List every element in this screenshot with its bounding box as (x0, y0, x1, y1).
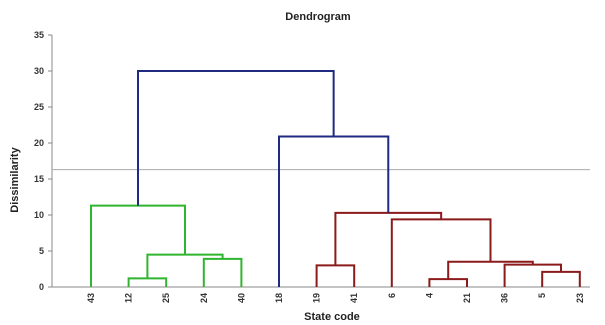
leaf-label: 43 (86, 293, 96, 303)
y-tick-label: 25 (34, 102, 44, 112)
leaf-label: 19 (312, 293, 322, 303)
dendrogram-link (334, 211, 443, 266)
chart-title: Dendrogram (285, 11, 351, 23)
leaf-label: 40 (236, 293, 246, 303)
dendrogram-link (202, 257, 243, 287)
leaf-label: 4 (424, 293, 434, 298)
y-tick-label: 0 (39, 282, 44, 292)
y-tick-label: 35 (34, 30, 44, 40)
leaf-label: 24 (199, 293, 209, 303)
x-axis-title: State code (304, 311, 360, 323)
leaf-labels: 43 12 25 24 40 18 19 41 6 4 21 36 5 23 (86, 293, 585, 303)
dendrogram-link (541, 270, 581, 287)
leaf-label: 36 (500, 293, 510, 303)
y-tick-label: 15 (34, 174, 44, 184)
leaf-label: 6 (387, 293, 397, 298)
dendrogram-link (315, 264, 356, 287)
axes: 0 5 10 15 20 25 30 35 (34, 30, 590, 292)
y-tick-label: 5 (39, 246, 44, 256)
leaf-label: 23 (575, 293, 585, 303)
dendrogram-links (90, 70, 581, 287)
dendrogram-link (503, 263, 562, 287)
dendrogram-link (127, 277, 168, 287)
y-tick-label: 20 (34, 138, 44, 148)
y-tick-label: 30 (34, 66, 44, 76)
dendrogram-link (137, 70, 335, 206)
leaf-label: 21 (462, 293, 472, 303)
dendrogram-link (390, 218, 492, 287)
leaf-label: 5 (537, 293, 547, 298)
leaf-label: 18 (274, 293, 284, 303)
leaf-label: 25 (161, 293, 171, 303)
leaf-label: 41 (349, 293, 359, 303)
leaf-label: 12 (124, 293, 134, 303)
y-tick-label: 10 (34, 210, 44, 220)
dendrogram-link (90, 204, 186, 287)
y-axis-title: Dissimilarity (9, 146, 21, 212)
dendrogram-link (428, 278, 468, 287)
